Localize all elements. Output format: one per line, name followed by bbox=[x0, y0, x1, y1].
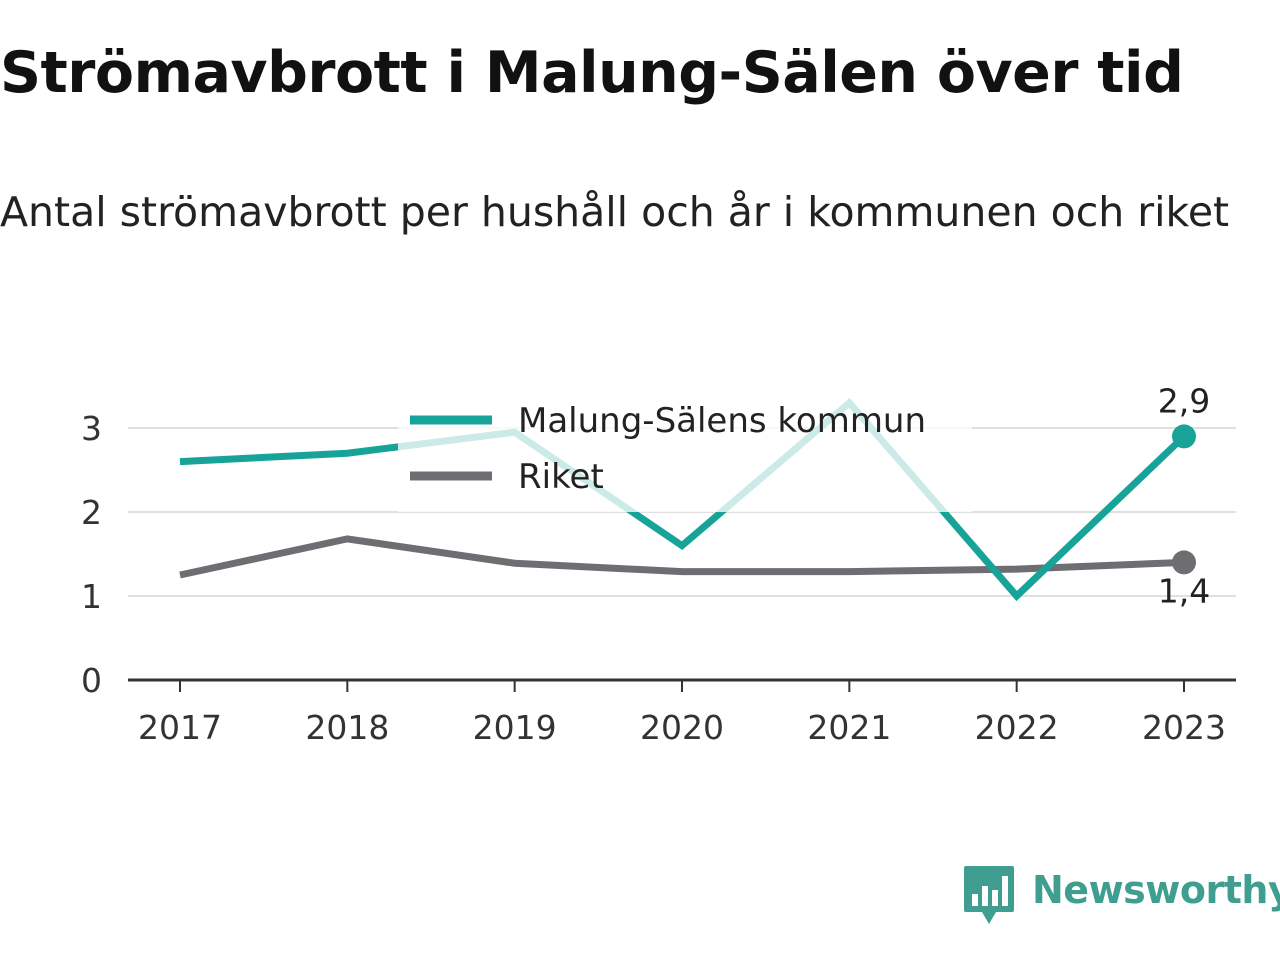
legend-label: Riket bbox=[518, 457, 604, 497]
chart-title: Strömavbrott i Malung-Sälen över tid bbox=[0, 40, 1184, 106]
newsworthy-logo[interactable]: Newsworthy bbox=[962, 862, 1280, 928]
chart-subtitle: Antal strömavbrott per hushåll och år i … bbox=[0, 188, 1230, 236]
data-label: 2,9 bbox=[1158, 381, 1210, 420]
data-label: 1,4 bbox=[1158, 571, 1210, 610]
series-endpoint-malung-salen bbox=[1172, 424, 1196, 449]
series-line-malung-salen bbox=[179, 397, 1187, 602]
newsworthy-logo-icon bbox=[964, 866, 1014, 924]
series-line-riket bbox=[179, 535, 1185, 579]
y-tick-label: 0 bbox=[81, 661, 102, 700]
series-endpoint-riket bbox=[1172, 550, 1196, 575]
x-tick-label: 2018 bbox=[305, 708, 389, 747]
x-tick-label: 2017 bbox=[138, 708, 222, 747]
y-tick-label: 1 bbox=[81, 577, 102, 616]
x-tick-label: 2022 bbox=[975, 708, 1059, 747]
x-tick-label: 2019 bbox=[473, 708, 557, 747]
brand-name: Newsworthy bbox=[1032, 868, 1280, 912]
x-tick-label: 2021 bbox=[807, 708, 891, 747]
legend-background bbox=[398, 388, 972, 512]
x-tick-label: 2020 bbox=[640, 708, 724, 747]
x-tick-label: 2023 bbox=[1142, 708, 1226, 747]
y-tick-label: 2 bbox=[81, 493, 102, 532]
y-tick-label: 3 bbox=[81, 409, 102, 448]
legend-label: Malung-Sälens kommun bbox=[518, 401, 926, 441]
